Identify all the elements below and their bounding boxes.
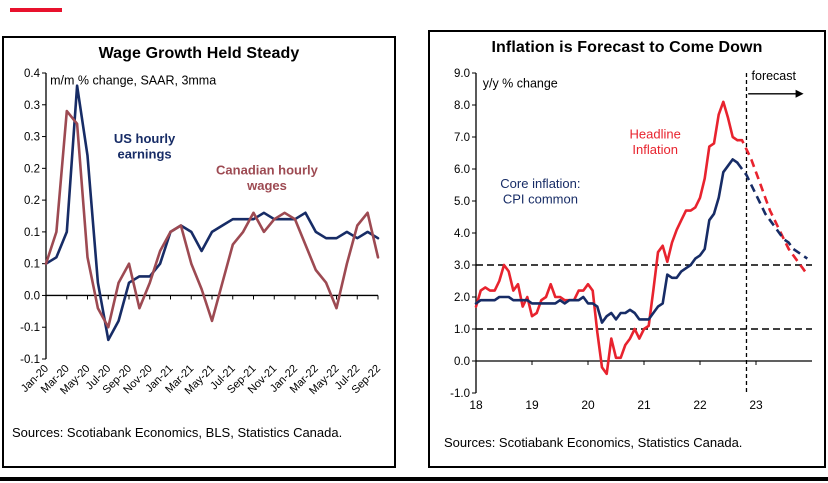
annotation-us-hourly: US hourly earnings: [114, 131, 176, 161]
chart-title-wage-growth: Wage Growth Held Steady: [98, 45, 300, 62]
y-tick-label: 0.1: [24, 227, 40, 239]
series-line-us-hourly-earnings: [44, 84, 380, 342]
series-line-headline-inflation: [474, 100, 739, 376]
panel-wage-growth: Wage Growth Held Steady 0.4 0.3 0.3 0.2 0.2 0…: [2, 36, 396, 468]
y-tick-label: -0.1: [20, 354, 40, 366]
y-tick-label: 0.2: [24, 195, 40, 207]
y-tick-label: 5.0: [454, 196, 470, 208]
x-tick-label: 23: [749, 398, 763, 412]
inflation-line-chart: 9.0 8.0 7.0 6.0 5.0 4.0 3.0 2.0 1.0 0.0 -1.018 19 20…: [450, 68, 812, 412]
y-tick-label: -0.1: [20, 322, 40, 334]
y-tick-label: 0.4: [24, 68, 41, 80]
annotation-y-y-change: y/y % change: [483, 76, 558, 90]
y-tick-label: 8.0: [454, 100, 470, 112]
y-tick-label: 4.0: [454, 228, 470, 240]
y-tick-label: 0.3: [24, 100, 40, 112]
annotation-forecast: forecast: [752, 69, 797, 83]
bottom-divider-line: [0, 477, 828, 481]
annotation-m-m-change-saar-3mma: m/m % change, SAAR, 3mma: [50, 73, 216, 87]
wage-growth-line-chart: 0.40.30.30.20.20.10.10.0-0.1-0.1Jan-20Ma…: [19, 68, 383, 397]
series-forecast-line-core-inflation-cpi-common: [736, 161, 809, 260]
series-forecast-line-headline-inflation: [737, 138, 809, 276]
forecast-arrow-head: [795, 89, 804, 98]
chart-title-inflation: Inflation is Forecast to Come Down: [491, 39, 763, 56]
series-line-core-inflation-cpi-common: [474, 158, 739, 324]
y-tick-label: 0.3: [24, 132, 40, 144]
brand-accent-line: [10, 8, 62, 12]
y-tick-label: 0.1: [24, 259, 40, 271]
y-tick-label: -1.0: [450, 388, 470, 400]
y-tick-label: 0.2: [24, 163, 40, 175]
annotation-headline: Headline Inflation: [630, 127, 681, 157]
x-tick-label: 22: [693, 398, 707, 412]
series-line-canadian-hourly-wages: [44, 109, 380, 329]
sources-note-wage-growth: Sources: Scotiabank Economics, BLS, Stat…: [12, 425, 343, 440]
y-tick-label: 3.0: [454, 260, 470, 272]
panel-inflation: Inflation is Forecast to Come Down 9.0 8.…: [428, 30, 826, 468]
y-tick-label: 0.0: [24, 290, 40, 302]
y-tick-label: 2.0: [454, 292, 470, 304]
x-tick-label: 18: [469, 398, 483, 412]
x-tick-label: 20: [581, 398, 595, 412]
x-tick-label: 19: [525, 398, 539, 412]
annotation-canadian-hourly: Canadian hourly wages: [216, 163, 319, 193]
y-tick-label: 6.0: [454, 164, 470, 176]
y-tick-label: 1.0: [454, 324, 470, 336]
x-tick-label: 21: [637, 398, 651, 412]
y-tick-label: 0.0: [454, 356, 470, 368]
y-tick-label: 7.0: [454, 132, 470, 144]
annotation-core-inflation: Core inflation: CPI common: [500, 176, 580, 206]
sources-note-inflation: Sources: Scotiabank Economics, Statistic…: [444, 435, 743, 450]
y-tick-label: 9.0: [454, 68, 470, 80]
